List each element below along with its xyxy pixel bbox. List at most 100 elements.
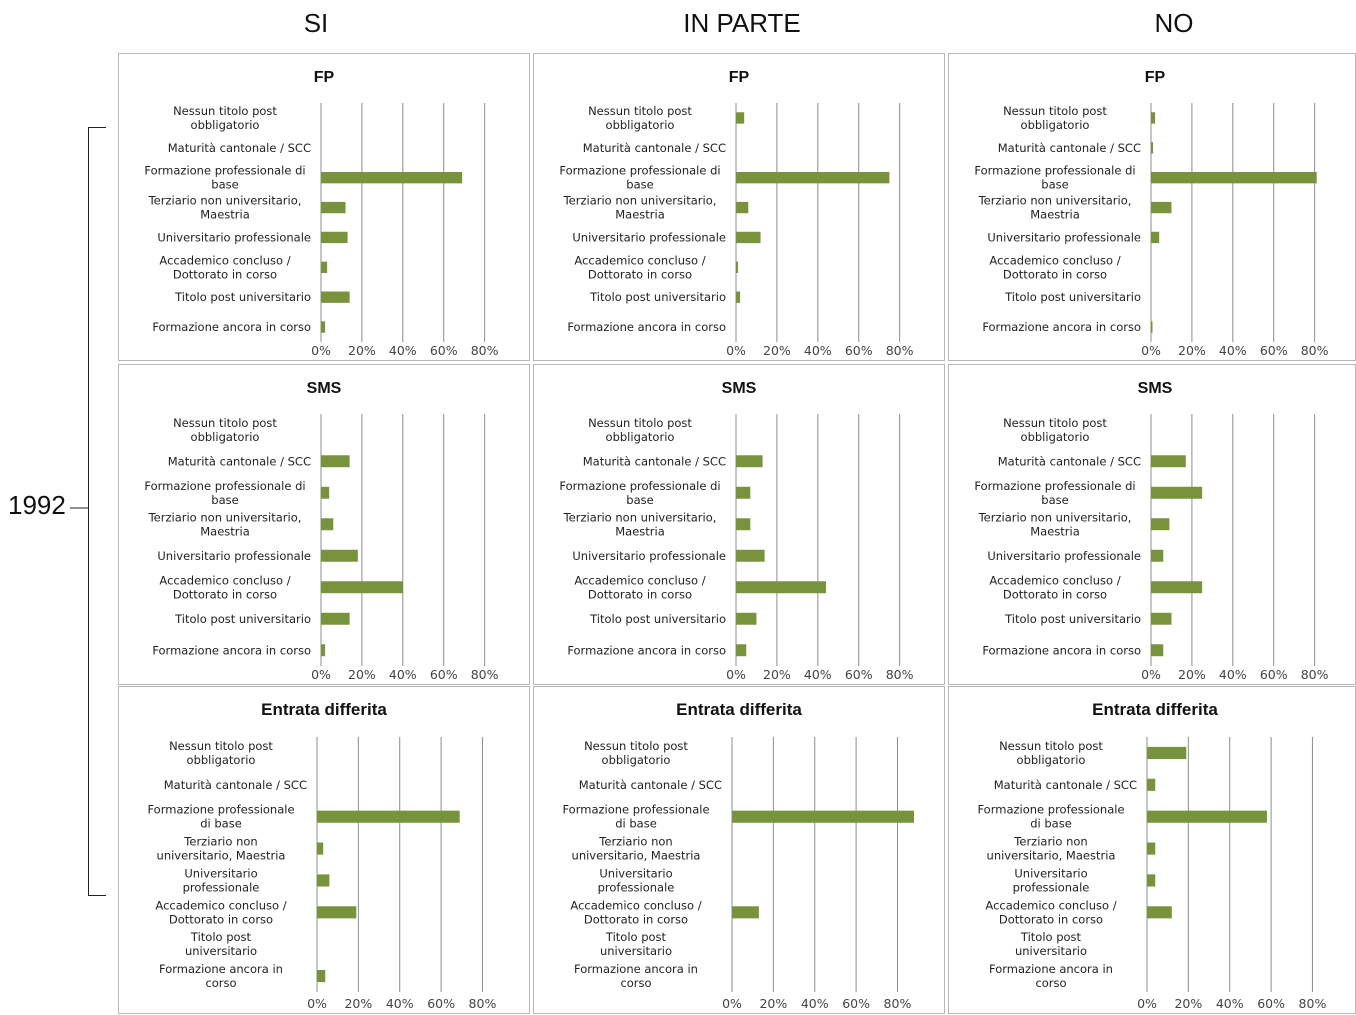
category-label: Universitario professionale <box>1013 866 1090 894</box>
category-label: Terziario non universitario, Maestria <box>563 194 717 222</box>
category-label: Formazione ancora in corso <box>159 962 283 990</box>
bar-formazione-professionale-di-base <box>736 486 751 499</box>
x-tick-label: 60% <box>1257 996 1285 1011</box>
bar-accademico-concluso-dottorato-in-corso <box>1147 906 1172 919</box>
bar-terziario-non-universitario-maestria <box>321 201 346 214</box>
category-label: Formazione professionale di base <box>559 164 720 192</box>
chart-panel-sms-si: SMS 0% 20% 40% 60% 80% Nessun titolo post obbli… <box>118 364 530 685</box>
category-label: Formazione professionale di base <box>562 803 709 831</box>
chart-panel-entrata-differita-no: Entrata differita 0% 20% 40% 60% 80% Nessun ti… <box>948 686 1356 1014</box>
category-label: Titolo post universitario <box>174 290 311 304</box>
bar-terziario-non-universitario-maestria <box>1147 842 1156 855</box>
category-label: Universitario professionale <box>157 549 311 563</box>
chart-panel-fp-si: FP 0% 20% 40% 60% 80% Nessun titolo post obblig… <box>118 53 530 361</box>
x-tick-label: 20% <box>348 343 376 358</box>
category-label: Universitario professionale <box>183 866 260 894</box>
category-label: Nessun titolo post obbligatorio <box>173 104 277 132</box>
x-tick-label: 40% <box>1219 343 1247 358</box>
bar-formazione-ancora-in-corso <box>1151 321 1153 333</box>
category-label: Formazione professionale di base <box>559 479 720 507</box>
category-label: Accademico concluso / Dottorato in corso <box>989 573 1120 601</box>
category-label: Maturità cantonale / SCC <box>579 778 722 792</box>
bar-formazione-professionale-di-base <box>321 172 463 184</box>
x-tick-label: 20% <box>1178 343 1206 358</box>
category-label: Formazione ancora in corso <box>989 962 1113 990</box>
x-tick-label: 60% <box>1260 667 1288 682</box>
category-label: Nessun titolo post obbligatorio <box>588 104 692 132</box>
category-label: Maturità cantonale / SCC <box>583 141 726 155</box>
category-label: Maturità cantonale / SCC <box>168 454 311 468</box>
category-label: Terziario non universitario, Maestria <box>148 510 302 538</box>
x-tick-label: 60% <box>845 667 873 682</box>
bar-formazione-ancora-in-corso <box>736 644 747 657</box>
bar-accademico-concluso-dottorato-in-corso <box>732 906 759 919</box>
category-label: Accademico concluso / Dottorato in corso <box>570 898 701 926</box>
bar-terziario-non-universitario-maestria <box>321 518 334 531</box>
bar-universitario-professionale <box>1151 231 1160 244</box>
x-tick-label: 0% <box>726 667 746 682</box>
category-label: Accademico concluso / Dottorato in corso <box>985 898 1116 926</box>
x-tick-label: 0% <box>726 343 746 358</box>
bar-maturit-cantonale-scc <box>1147 778 1156 791</box>
category-label: Maturità cantonale / SCC <box>583 454 726 468</box>
bar-formazione-ancora-in-corso <box>317 970 326 983</box>
category-label: Maturità cantonale / SCC <box>998 454 1141 468</box>
x-tick-label: 80% <box>886 343 914 358</box>
category-label: Maturità cantonale / SCC <box>998 141 1141 155</box>
category-label: Terziario non universitario, Maestria <box>978 194 1132 222</box>
x-tick-label: 40% <box>1216 996 1244 1011</box>
category-label: Formazione ancora in corso <box>574 962 698 990</box>
chart-panel-entrata-differita-si: Entrata differita 0% 20% 40% 60% 80% Nessun ti… <box>118 686 530 1014</box>
bar-universitario-professionale <box>736 231 761 244</box>
x-tick-label: 40% <box>386 996 414 1011</box>
category-label: Terziario non universitario, Maestria <box>987 835 1116 863</box>
x-tick-label: 20% <box>759 996 787 1011</box>
bar-chart: FP 0% 20% 40% 60% 80% Nessun titolo post obblig… <box>559 69 914 358</box>
category-label: Nessun titolo post obbligatorio <box>584 739 688 767</box>
bar-universitario-professionale <box>1151 549 1164 562</box>
x-tick-label: 0% <box>311 667 331 682</box>
x-tick-label: 80% <box>1301 667 1329 682</box>
x-tick-label: 60% <box>430 343 458 358</box>
column-header-no: NO <box>1154 8 1194 38</box>
category-label: Formazione professionale di base <box>974 164 1135 192</box>
category-label: Formazione professionale di base <box>977 803 1124 831</box>
category-label: Nessun titolo post obbligatorio <box>1003 104 1107 132</box>
x-tick-label: 80% <box>471 667 499 682</box>
column-header-si: SI <box>303 8 329 38</box>
category-label: Formazione professionale di base <box>144 164 305 192</box>
x-tick-label: 80% <box>1301 343 1329 358</box>
category-label: Universitario professionale <box>987 549 1141 563</box>
bar-universitario-professionale <box>321 231 348 244</box>
category-label: Nessun titolo post obbligatorio <box>1003 416 1107 444</box>
bar-chart: Entrata differita 0% 20% 40% 60% 80% Nessun ti… <box>977 700 1326 1011</box>
x-tick-label: 20% <box>348 667 376 682</box>
category-label: Titolo post universitario <box>600 930 672 958</box>
bar-universitario-professionale <box>321 549 358 562</box>
category-label: Formazione professionale di base <box>974 479 1135 507</box>
bar-formazione-ancora-in-corso <box>321 644 326 657</box>
x-tick-label: 80% <box>469 996 497 1011</box>
x-tick-label: 60% <box>427 996 455 1011</box>
category-label: Terziario non universitario, Maestria <box>978 510 1132 538</box>
bar-formazione-ancora-in-corso <box>321 321 326 333</box>
x-tick-label: 40% <box>804 667 832 682</box>
x-tick-label: 60% <box>1260 343 1288 358</box>
category-label: Maturità cantonale / SCC <box>168 141 311 155</box>
bar-chart: SMS 0% 20% 40% 60% 80% Nessun titolo post obbli… <box>144 380 499 682</box>
bar-chart: SMS 0% 20% 40% 60% 80% Nessun titolo post obbli… <box>974 380 1329 682</box>
bar-titolo-post-universitario <box>736 612 757 625</box>
x-tick-label: 40% <box>389 343 417 358</box>
category-label: Universitario professionale <box>598 866 675 894</box>
bar-chart: FP 0% 20% 40% 60% 80% Nessun titolo post obblig… <box>144 69 498 358</box>
x-tick-label: 80% <box>884 996 912 1011</box>
column-header-in-parte: IN PARTE <box>683 8 801 38</box>
x-tick-label: 60% <box>842 996 870 1011</box>
chart-title: SMS <box>1138 380 1173 397</box>
bar-titolo-post-universitario <box>1151 612 1172 625</box>
x-tick-label: 40% <box>804 343 832 358</box>
bar-universitario-professionale <box>736 549 765 562</box>
chart-title: SMS <box>307 380 342 397</box>
chart-title: Entrata differita <box>1092 700 1218 719</box>
chart-title: FP <box>1145 69 1166 86</box>
